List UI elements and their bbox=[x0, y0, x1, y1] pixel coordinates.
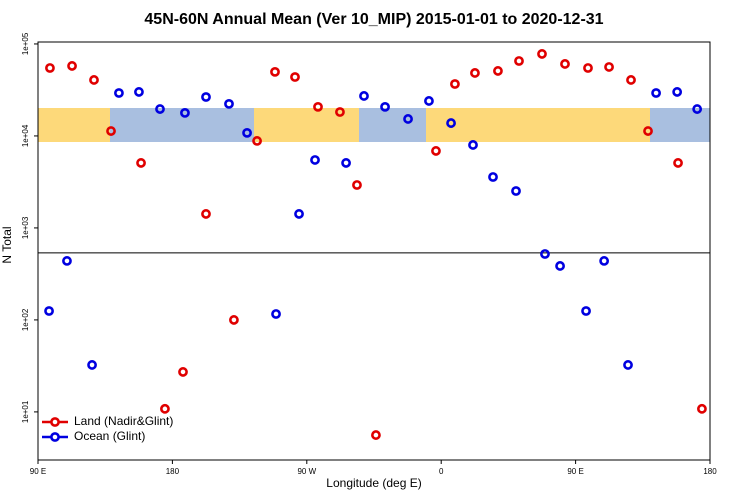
point bbox=[114, 88, 124, 98]
point bbox=[623, 360, 633, 370]
point bbox=[89, 75, 99, 85]
point bbox=[403, 114, 413, 124]
point bbox=[560, 59, 570, 69]
point bbox=[45, 63, 55, 73]
chart-title: 45N-60N Annual Mean (Ver 10_MIP) 2015-01… bbox=[144, 11, 603, 28]
point bbox=[514, 56, 524, 66]
point bbox=[470, 68, 480, 78]
point bbox=[604, 62, 614, 72]
point bbox=[672, 87, 683, 97]
x-tick-label: 0 bbox=[439, 467, 444, 476]
point bbox=[155, 104, 165, 114]
point bbox=[359, 91, 369, 101]
point bbox=[134, 87, 144, 97]
point bbox=[431, 146, 441, 156]
point bbox=[160, 403, 170, 414]
y-tick-label: 1e+04 bbox=[21, 124, 30, 147]
point bbox=[178, 367, 188, 377]
point bbox=[540, 249, 550, 259]
land-band bbox=[254, 108, 359, 142]
point bbox=[229, 315, 239, 325]
point bbox=[424, 96, 434, 106]
y-tick-label: 1e+05 bbox=[21, 32, 30, 55]
x-axis-label: Longitude (deg E) bbox=[326, 476, 421, 490]
point bbox=[488, 172, 498, 182]
point bbox=[673, 158, 683, 168]
plot-frame bbox=[37, 41, 711, 461]
point bbox=[201, 209, 211, 219]
y-tick-label: 1e+02 bbox=[21, 308, 30, 331]
point bbox=[537, 49, 547, 59]
legend-marker bbox=[50, 432, 60, 442]
y-tick-label: 1e+01 bbox=[21, 400, 30, 423]
x-tick-label: 180 bbox=[703, 467, 717, 476]
point bbox=[555, 261, 565, 271]
point bbox=[224, 98, 234, 109]
point bbox=[44, 306, 54, 316]
point bbox=[643, 126, 653, 136]
point bbox=[106, 126, 116, 136]
point bbox=[270, 66, 280, 77]
point bbox=[697, 403, 707, 414]
point bbox=[62, 256, 72, 266]
point bbox=[450, 79, 460, 89]
point bbox=[180, 108, 190, 118]
y-tick-label: 1e+03 bbox=[21, 216, 30, 239]
point bbox=[599, 256, 610, 266]
y-axis-label: N Total bbox=[0, 226, 14, 263]
x-tick-label: 90 E bbox=[30, 467, 46, 476]
point bbox=[271, 309, 281, 319]
point bbox=[468, 140, 478, 150]
x-tick-label: 90 E bbox=[567, 467, 583, 476]
land-band bbox=[38, 108, 110, 142]
point bbox=[583, 63, 593, 73]
point bbox=[290, 72, 300, 82]
point bbox=[581, 306, 591, 316]
point bbox=[352, 180, 362, 190]
point bbox=[371, 430, 381, 440]
point bbox=[136, 158, 146, 168]
x-tick-label: 180 bbox=[166, 467, 180, 476]
point bbox=[511, 186, 521, 196]
point bbox=[294, 209, 304, 219]
point bbox=[313, 101, 323, 112]
point bbox=[626, 75, 636, 85]
point bbox=[651, 88, 661, 98]
point bbox=[201, 92, 211, 102]
point bbox=[446, 118, 456, 128]
legend-label: Ocean (Glint) bbox=[74, 429, 145, 443]
legend-marker bbox=[50, 417, 60, 427]
point bbox=[380, 101, 390, 112]
point bbox=[310, 155, 320, 165]
point bbox=[252, 136, 262, 146]
point bbox=[67, 61, 77, 71]
legend-label: Land (Nadir&Glint) bbox=[74, 414, 173, 428]
land-band bbox=[426, 108, 650, 142]
x-tick-label: 90 W bbox=[297, 467, 316, 476]
point bbox=[493, 66, 503, 76]
point bbox=[341, 158, 351, 168]
point bbox=[242, 127, 252, 138]
map-band bbox=[38, 108, 710, 142]
point bbox=[692, 104, 703, 114]
point bbox=[87, 360, 97, 370]
point bbox=[335, 107, 345, 117]
